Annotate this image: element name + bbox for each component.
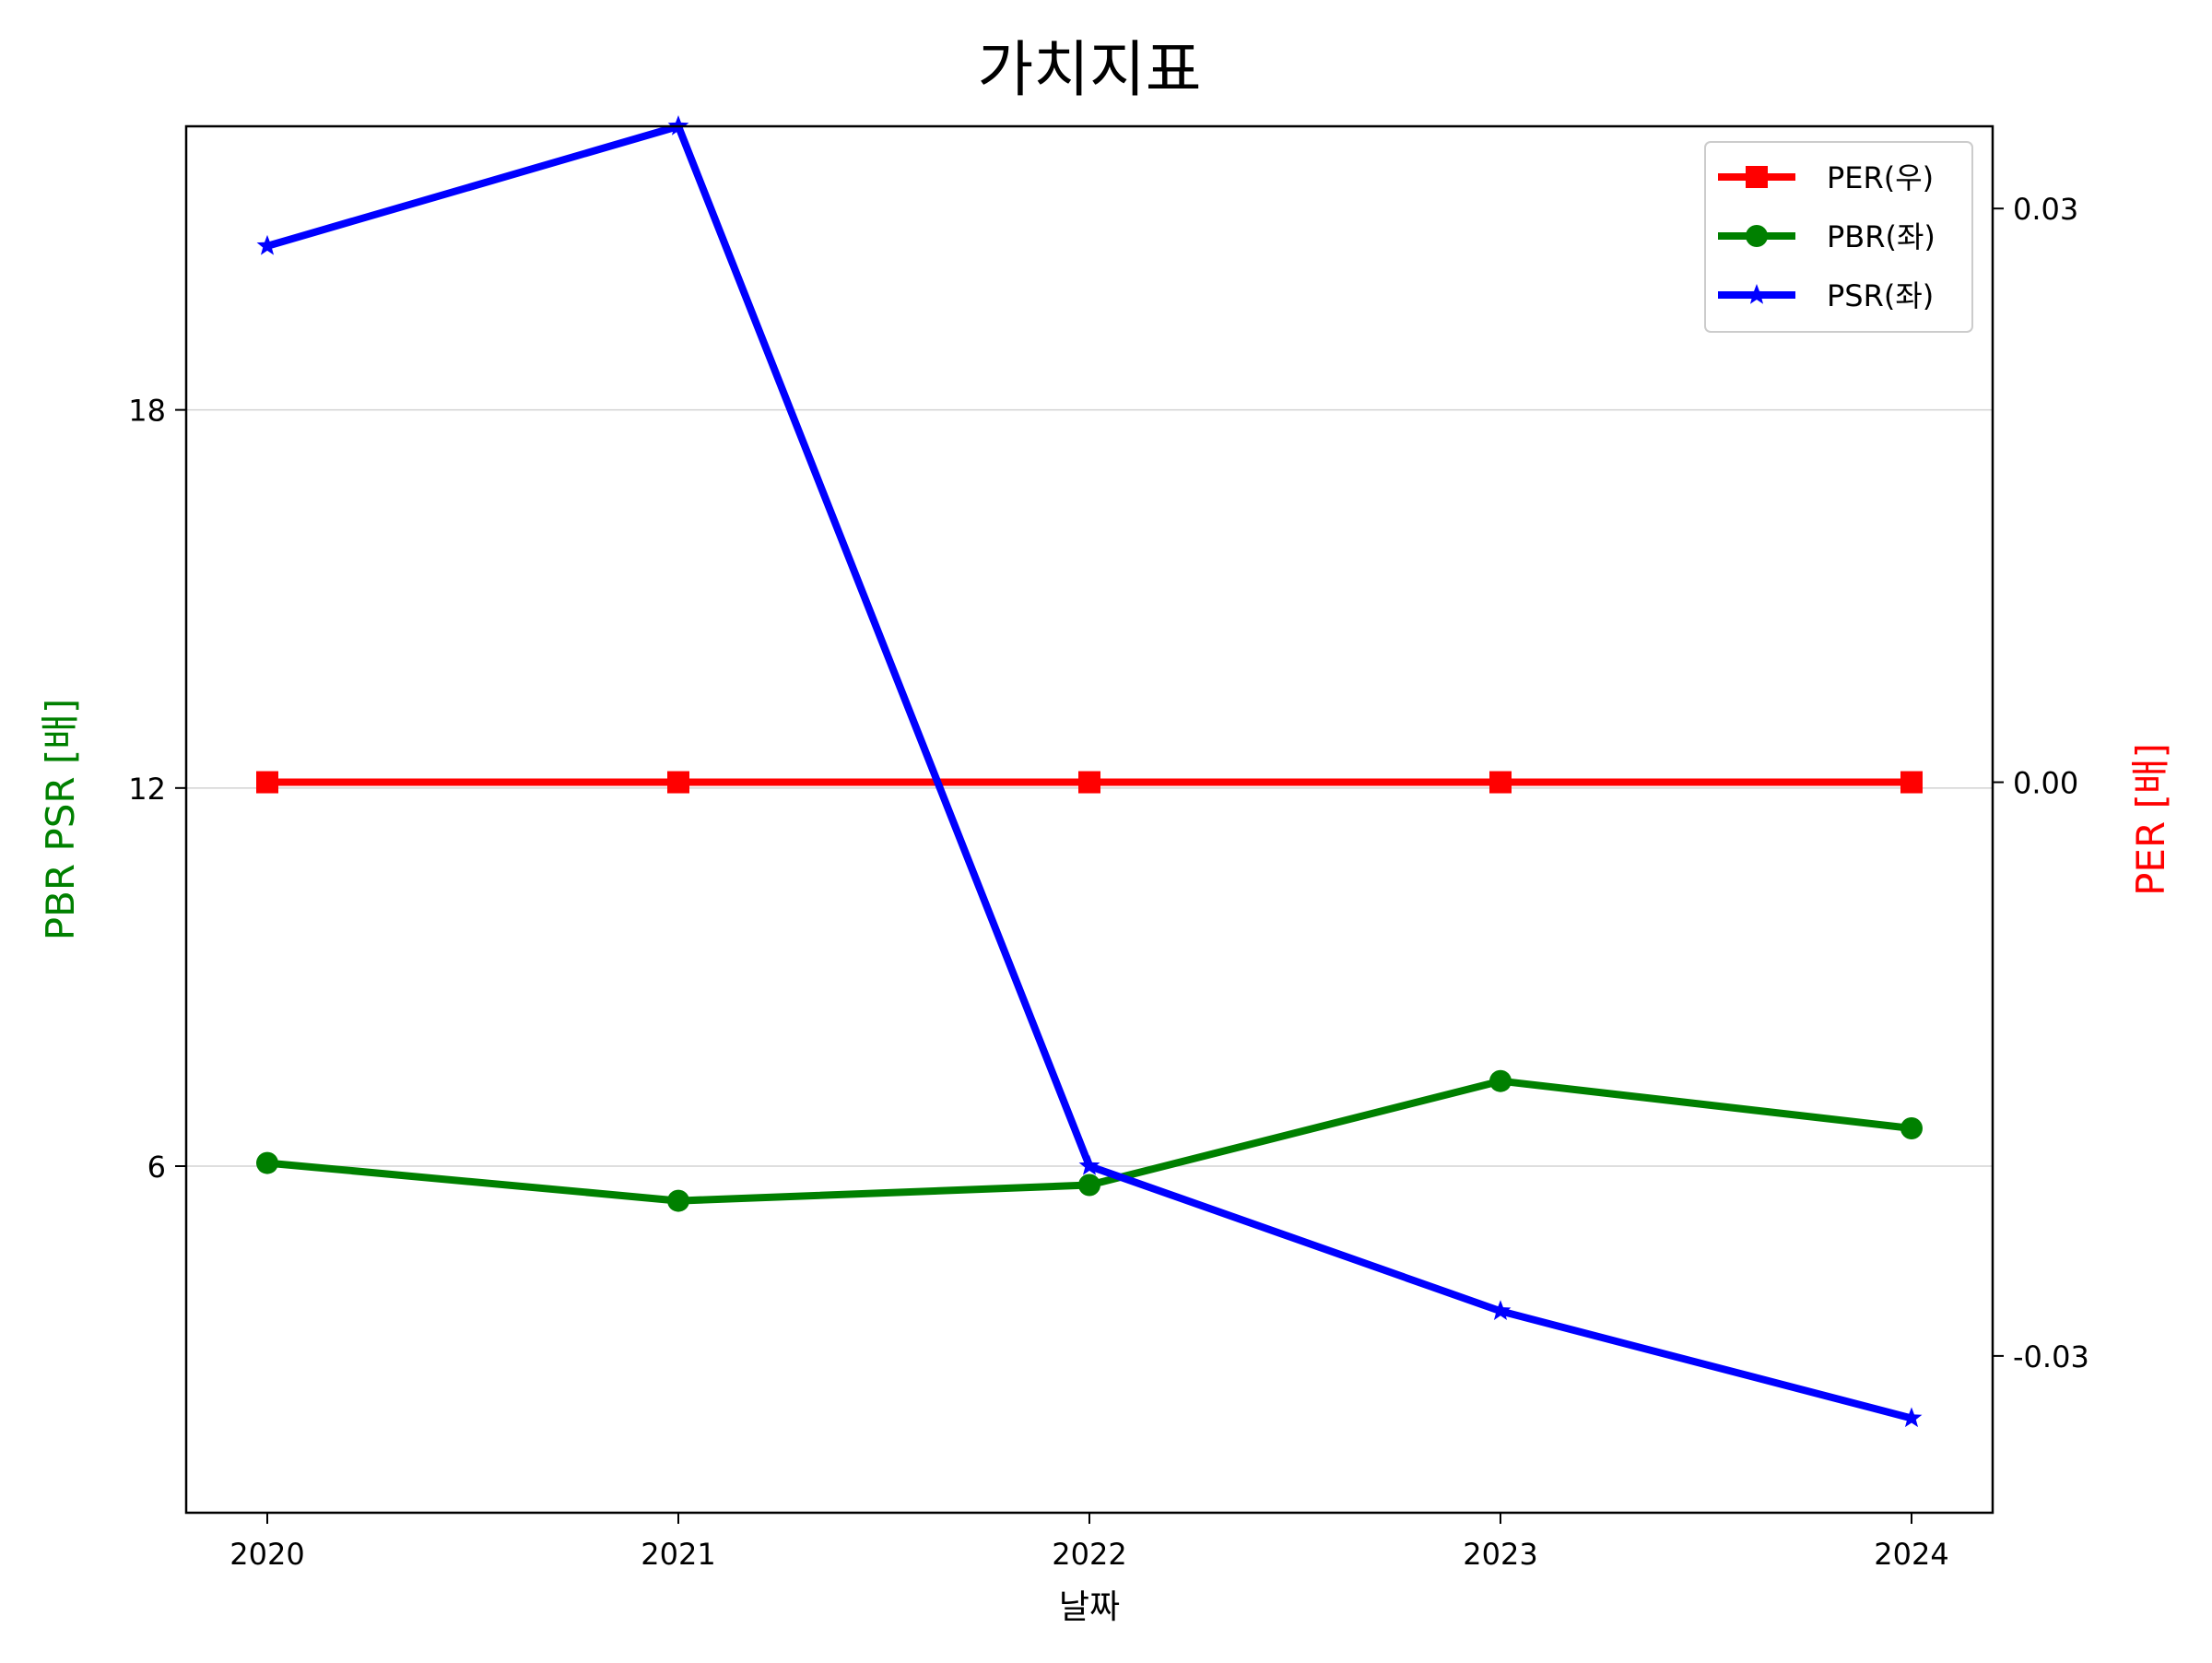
data-point bbox=[256, 1151, 278, 1174]
data-point bbox=[667, 1189, 689, 1212]
data-point bbox=[1900, 1407, 1923, 1428]
data-point bbox=[667, 771, 689, 794]
right-tick-label: -0.03 bbox=[2013, 1339, 2089, 1374]
legend-box bbox=[1704, 141, 1973, 333]
x-tick-label: 2021 bbox=[641, 1537, 715, 1572]
data-point bbox=[1489, 771, 1512, 794]
legend-label: PER(우) bbox=[1827, 160, 1934, 195]
data-point bbox=[1900, 1116, 1923, 1139]
plot-frame bbox=[184, 124, 1994, 1515]
x-tick-label: 2024 bbox=[1874, 1537, 1948, 1572]
legend-marker bbox=[1746, 166, 1768, 188]
legend-marker bbox=[1746, 284, 1768, 304]
data-point bbox=[1078, 771, 1100, 794]
data-point bbox=[1900, 771, 1923, 794]
data-point bbox=[256, 771, 278, 794]
legend-marker bbox=[1746, 225, 1768, 247]
data-point bbox=[1078, 1174, 1100, 1197]
left-tick-label: 18 bbox=[128, 394, 166, 429]
right-axis-label: PER [배] bbox=[2128, 743, 2173, 896]
right-tick-label: 0.00 bbox=[2013, 766, 2078, 801]
data-point bbox=[1489, 1069, 1512, 1092]
left-axis-label: PBR PSR [배] bbox=[38, 699, 83, 941]
legend-label: PSR(좌) bbox=[1827, 278, 1934, 313]
data-point bbox=[1489, 1300, 1512, 1320]
left-tick-label: 12 bbox=[128, 772, 166, 807]
data-point bbox=[1078, 1155, 1100, 1175]
left-tick-label: 6 bbox=[147, 1150, 166, 1185]
chart-title: 가치지표 bbox=[978, 34, 1202, 105]
x-tick-label: 2022 bbox=[1052, 1537, 1126, 1572]
data-point bbox=[256, 234, 278, 255]
x-tick-label: 2023 bbox=[1463, 1537, 1537, 1572]
x-tick-label: 2020 bbox=[229, 1537, 304, 1572]
legend-label: PBR(좌) bbox=[1827, 219, 1936, 254]
right-tick-label: 0.03 bbox=[2013, 192, 2078, 227]
x-axis-label: 날짜 bbox=[1059, 1588, 1120, 1626]
